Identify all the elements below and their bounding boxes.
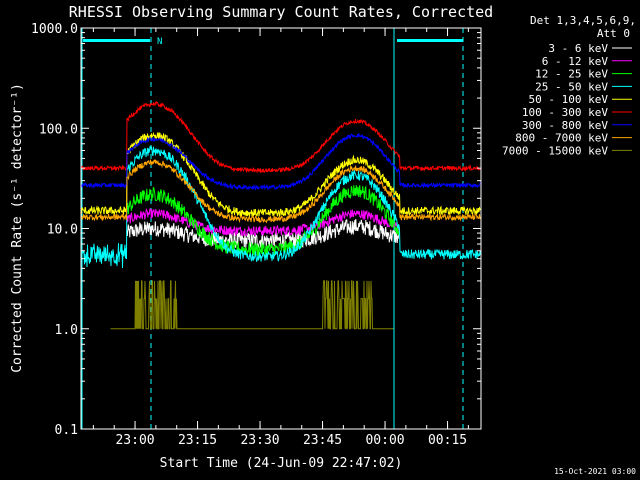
x-tick-labels: 23:00 23:15 23:30 23:45 00:00 00:15 [115,433,467,448]
flag-bar-1 [83,39,150,42]
x-tick-label: 23:15 [178,433,217,448]
y-tick-label: 1000.0 [31,22,78,37]
y-tick-labels: 0.1 1.0 10.0 100.0 1000.0 [31,22,78,438]
chart-title: RHESSI Observing Summary Count Rates, Co… [69,3,493,21]
y-tick-label: 1.0 [55,323,78,338]
legend-entry-7: 300 - 800 keV [522,119,608,132]
x-tick-label: 00:15 [428,433,467,448]
flag-bar-2 [397,39,463,42]
series-line-7 [81,133,481,191]
legend-header-2: Att 0 [597,27,630,40]
series-line-6 [81,101,481,174]
y-tick-label: 100.0 [39,122,78,137]
x-tick-label: 23:00 [115,433,154,448]
legend-entry-4: 25 - 50 keV [535,80,608,93]
plot-area: N [81,28,481,429]
y-axis-label: Corrected Count Rate (s⁻¹ detector⁻¹) [10,83,25,373]
x-tick-label: 00:00 [365,433,404,448]
footer-timestamp: 15-Oct-2021 03:00 [554,467,636,476]
series-group: N [81,28,481,429]
series-line-3 [126,185,400,257]
legend-entry-6: 100 - 300 keV [522,106,608,119]
x-axis-label: Start Time (24-Jun-09 22:47:02) [160,456,403,471]
legend-header-1: Det 1,3,4,5,6,9, [530,14,636,27]
legend-entry-8: 800 - 7000 keV [515,132,608,145]
series-line-2 [126,207,400,237]
legend-entry-5: 50 - 100 keV [529,93,609,106]
axes: 0.1 1.0 10.0 100.0 1000.0 23:00 23:15 23:30 23:4… [31,22,482,448]
y-tick-label: 10.0 [47,223,78,238]
series-line-4 [81,146,481,269]
legend-entry-3: 12 - 25 keV [535,68,608,81]
x-tick-label: 23:30 [240,433,279,448]
series-line-8 [81,159,481,224]
x-tick-label: 23:45 [303,433,342,448]
legend-entry-9: 7000 - 15000 keV [502,144,608,157]
y-tick-label: 0.1 [55,423,78,438]
legend-entry-2: 6 - 12 keV [542,55,609,68]
series-line-9 [110,280,394,330]
annotation-label: N [157,37,162,47]
series-line-5 [81,131,481,218]
legend-entry-1: 3 - 6 keV [548,42,608,55]
